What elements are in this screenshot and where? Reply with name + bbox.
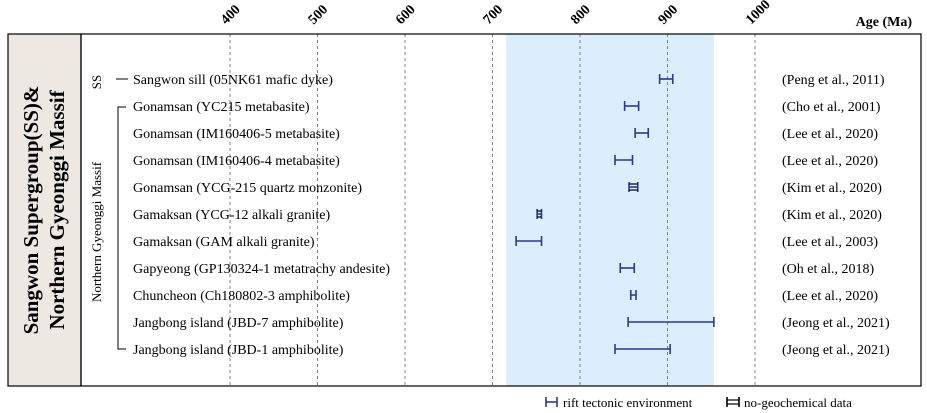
x-axis-title: Age (Ma) bbox=[856, 15, 913, 30]
row-7: Gamaksan (GAM alkali granite) (Lee et al.… bbox=[133, 235, 878, 250]
row-6: Gamaksan (YCG-12 alkali granite) (Kim et … bbox=[133, 208, 882, 223]
range-bar bbox=[627, 317, 715, 327]
range-bar bbox=[658, 74, 674, 84]
plot-frame bbox=[80, 33, 922, 387]
row-10: Jangbong island (JBD-7 amphibolite) (Jeon… bbox=[133, 316, 890, 331]
row-label: Jangbong island (JBD-1 amphibolite) bbox=[133, 343, 344, 358]
row-1: Sangwon sill (05NK61 mafic dyke) (Peng et… bbox=[133, 73, 885, 88]
legend-item-nogeo: no-geochemical data bbox=[726, 395, 852, 410]
gridlines bbox=[229, 34, 756, 386]
row-reference: (Lee et al., 2020) bbox=[782, 154, 878, 169]
range-bar bbox=[515, 236, 543, 246]
range-bar bbox=[634, 128, 650, 138]
row-2: Gonamsan (YC215 metabasite) (Cho et al., … bbox=[133, 100, 881, 115]
legend-label-rift: rift tectonic environment bbox=[563, 395, 693, 410]
data-rows: Sangwon sill (05NK61 mafic dyke) (Peng et… bbox=[133, 73, 890, 358]
legend-item-rift: rift tectonic environment bbox=[545, 395, 693, 410]
vertical-title-line-2: Northern Gyeonggi Massif bbox=[45, 89, 69, 329]
range-bar bbox=[628, 182, 639, 192]
row-reference: (Lee et al., 2003) bbox=[782, 235, 878, 250]
row-reference: (Peng et al., 2011) bbox=[782, 73, 885, 88]
side-title-panel bbox=[7, 33, 82, 387]
row-3: Gonamsan (IM160406-5 metabasite) (Lee et … bbox=[133, 127, 878, 142]
row-label: Gonamsan (YC215 metabasite) bbox=[133, 100, 310, 115]
range-bar bbox=[629, 290, 637, 300]
row-5: Gonamsan (YCG-215 quartz monzonite) (Kim … bbox=[133, 181, 882, 196]
range-bar bbox=[619, 263, 636, 273]
range-bar bbox=[614, 344, 671, 354]
row-label: Jangbong island (JBD-7 amphibolite) bbox=[133, 316, 344, 331]
row-label: Chuncheon (Ch180802-3 amphibolite) bbox=[133, 289, 350, 304]
row-11: Jangbong island (JBD-1 amphibolite) (Jeon… bbox=[133, 343, 890, 358]
row-reference: (Cho et al., 2001) bbox=[782, 100, 881, 115]
row-4: Gonamsan (IM160406-4 metabasite) (Lee et … bbox=[133, 154, 878, 169]
row-reference: (Kim et al., 2020) bbox=[782, 208, 882, 223]
range-bar bbox=[536, 209, 543, 219]
row-8: Gapyeong (GP130324-1 metatrachy andesite… bbox=[133, 262, 874, 277]
row-reference: (Jeong et al., 2021) bbox=[782, 316, 890, 331]
legend: rift tectonic environment no-geochemical … bbox=[545, 395, 852, 410]
row-reference: (Oh et al., 2018) bbox=[782, 262, 874, 277]
range-bar bbox=[614, 155, 634, 165]
group-label-ss: SS bbox=[89, 75, 104, 89]
legend-label-nogeo: no-geochemical data bbox=[744, 395, 852, 410]
row-label: Gapyeong (GP130324-1 metatrachy andesite… bbox=[133, 262, 390, 277]
row-reference: (Lee et al., 2020) bbox=[782, 127, 878, 142]
row-reference: (Kim et al., 2020) bbox=[782, 181, 882, 196]
range-bar bbox=[623, 101, 640, 111]
row-label: Gonamsan (IM160406-4 metabasite) bbox=[133, 154, 340, 169]
group-label-ngm: Northern Gyeonggi Massif bbox=[89, 161, 104, 302]
row-label: Gamaksan (GAM alkali granite) bbox=[133, 235, 315, 250]
row-label: Sangwon sill (05NK61 mafic dyke) bbox=[133, 73, 333, 88]
vertical-title-line-1: Sangwon Supergroup(SS)& bbox=[19, 86, 43, 335]
row-label: Gonamsan (IM160406-5 metabasite) bbox=[133, 127, 340, 142]
row-9: Chuncheon (Ch180802-3 amphibolite) (Lee e… bbox=[133, 289, 878, 304]
row-reference: (Lee et al., 2020) bbox=[782, 289, 878, 304]
group-bracket-ngm bbox=[117, 106, 126, 350]
row-label: Gamaksan (YCG-12 alkali granite) bbox=[133, 208, 330, 223]
row-reference: (Jeong et al., 2021) bbox=[782, 343, 890, 358]
row-label: Gonamsan (YCG-215 quartz monzonite) bbox=[133, 181, 362, 196]
